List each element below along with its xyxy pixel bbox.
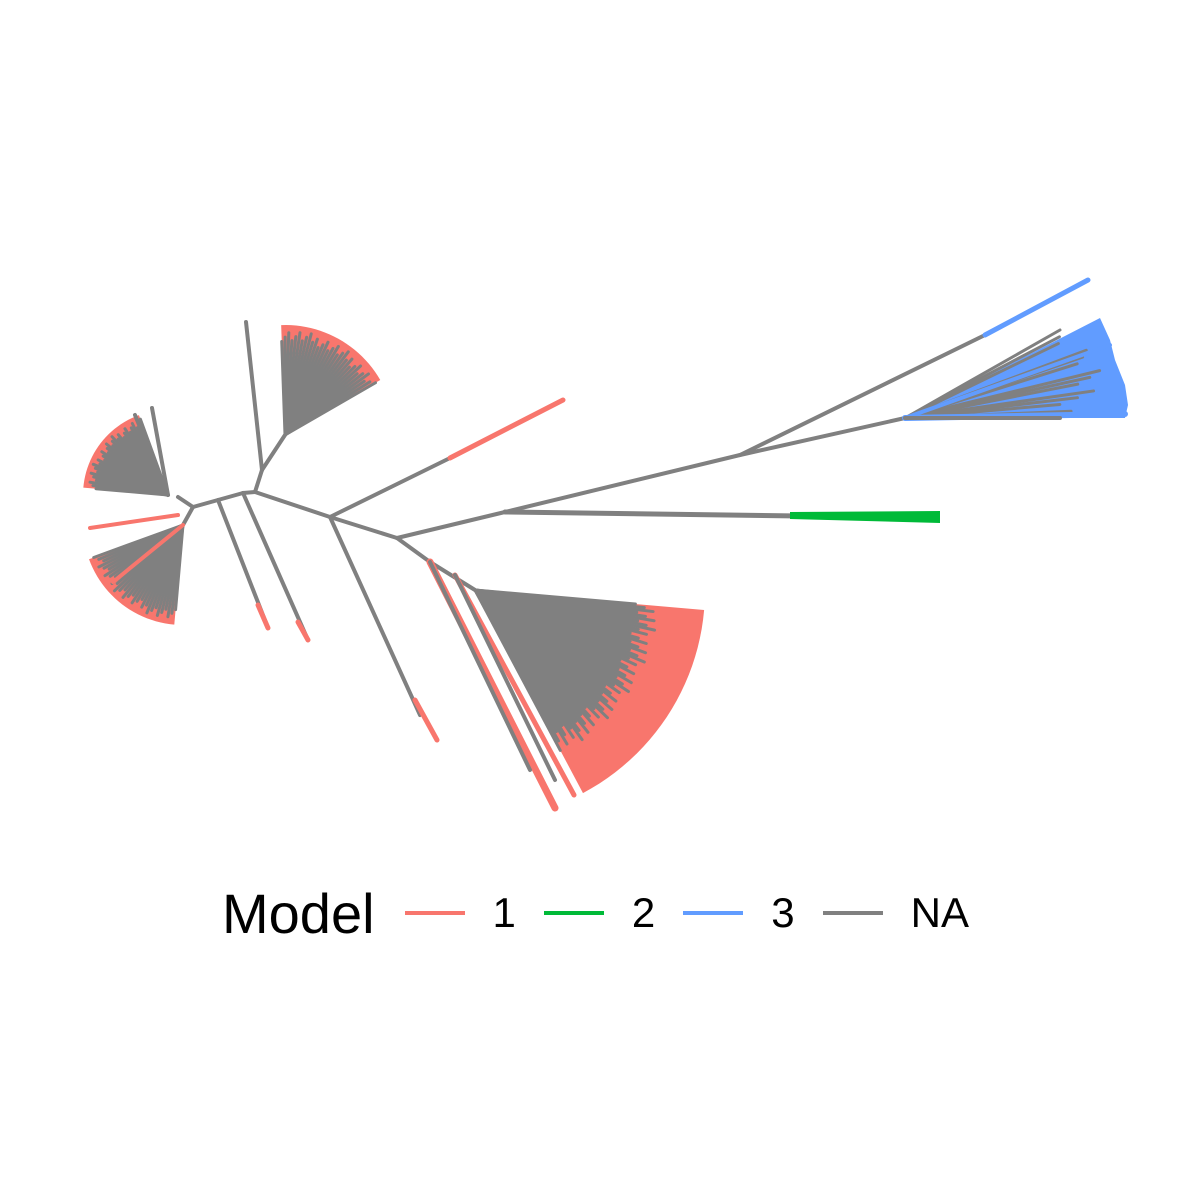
backbone-branch bbox=[738, 416, 907, 457]
backbone-branch bbox=[395, 510, 507, 540]
backbone-branch bbox=[738, 333, 987, 457]
model1-branch bbox=[88, 513, 180, 530]
model1-tip bbox=[295, 619, 311, 643]
backbone-branch bbox=[181, 505, 195, 527]
legend-key-2 bbox=[543, 911, 604, 915]
legend-key-3 bbox=[683, 911, 744, 915]
tip-branch bbox=[92, 523, 185, 559]
backbone-branch bbox=[176, 495, 195, 509]
tip-branch bbox=[428, 560, 532, 772]
tip-branch bbox=[133, 413, 170, 497]
model3-branch bbox=[903, 343, 1112, 420]
backbone-branch bbox=[260, 433, 287, 472]
model2-branch-base bbox=[502, 509, 803, 519]
model1-tip bbox=[255, 602, 271, 631]
legend-key-1 bbox=[404, 911, 465, 915]
tip-branch bbox=[150, 406, 170, 497]
legend-label-2: 2 bbox=[631, 889, 656, 936]
tip-branch bbox=[241, 491, 310, 642]
backbone-branch bbox=[328, 515, 399, 540]
backbone-branch bbox=[395, 536, 432, 564]
legend-item-1: 1 bbox=[404, 889, 516, 937]
legend-item-3: 3 bbox=[683, 889, 795, 937]
tree-branches bbox=[88, 277, 1128, 812]
tip-branch bbox=[453, 573, 557, 782]
legend: Model 1 2 3 NA bbox=[222, 878, 997, 948]
model3-branch bbox=[982, 277, 1091, 338]
tip-branch bbox=[244, 320, 264, 472]
backbone-branch bbox=[503, 453, 742, 514]
tip-branch bbox=[473, 588, 562, 752]
tip-branch bbox=[283, 381, 377, 437]
legend-key-na bbox=[822, 911, 883, 915]
legend-item-2: 2 bbox=[543, 889, 656, 937]
backbone-branch bbox=[328, 456, 452, 519]
backbone-branch bbox=[253, 468, 264, 494]
model1-branch bbox=[447, 397, 566, 461]
model2-tip bbox=[790, 511, 940, 523]
model1-tip bbox=[412, 697, 440, 743]
legend-label-1: 1 bbox=[492, 889, 516, 936]
tip-branch bbox=[903, 342, 1060, 420]
legend-label-3: 3 bbox=[771, 889, 795, 936]
legend-title: Model bbox=[222, 881, 375, 945]
backbone-branch bbox=[328, 515, 422, 717]
legend-label-na: NA bbox=[910, 889, 969, 936]
backbone-branch bbox=[253, 490, 332, 519]
legend-item-na: NA bbox=[822, 889, 969, 937]
backbone-branch bbox=[428, 560, 477, 592]
model1-branch bbox=[111, 523, 185, 584]
